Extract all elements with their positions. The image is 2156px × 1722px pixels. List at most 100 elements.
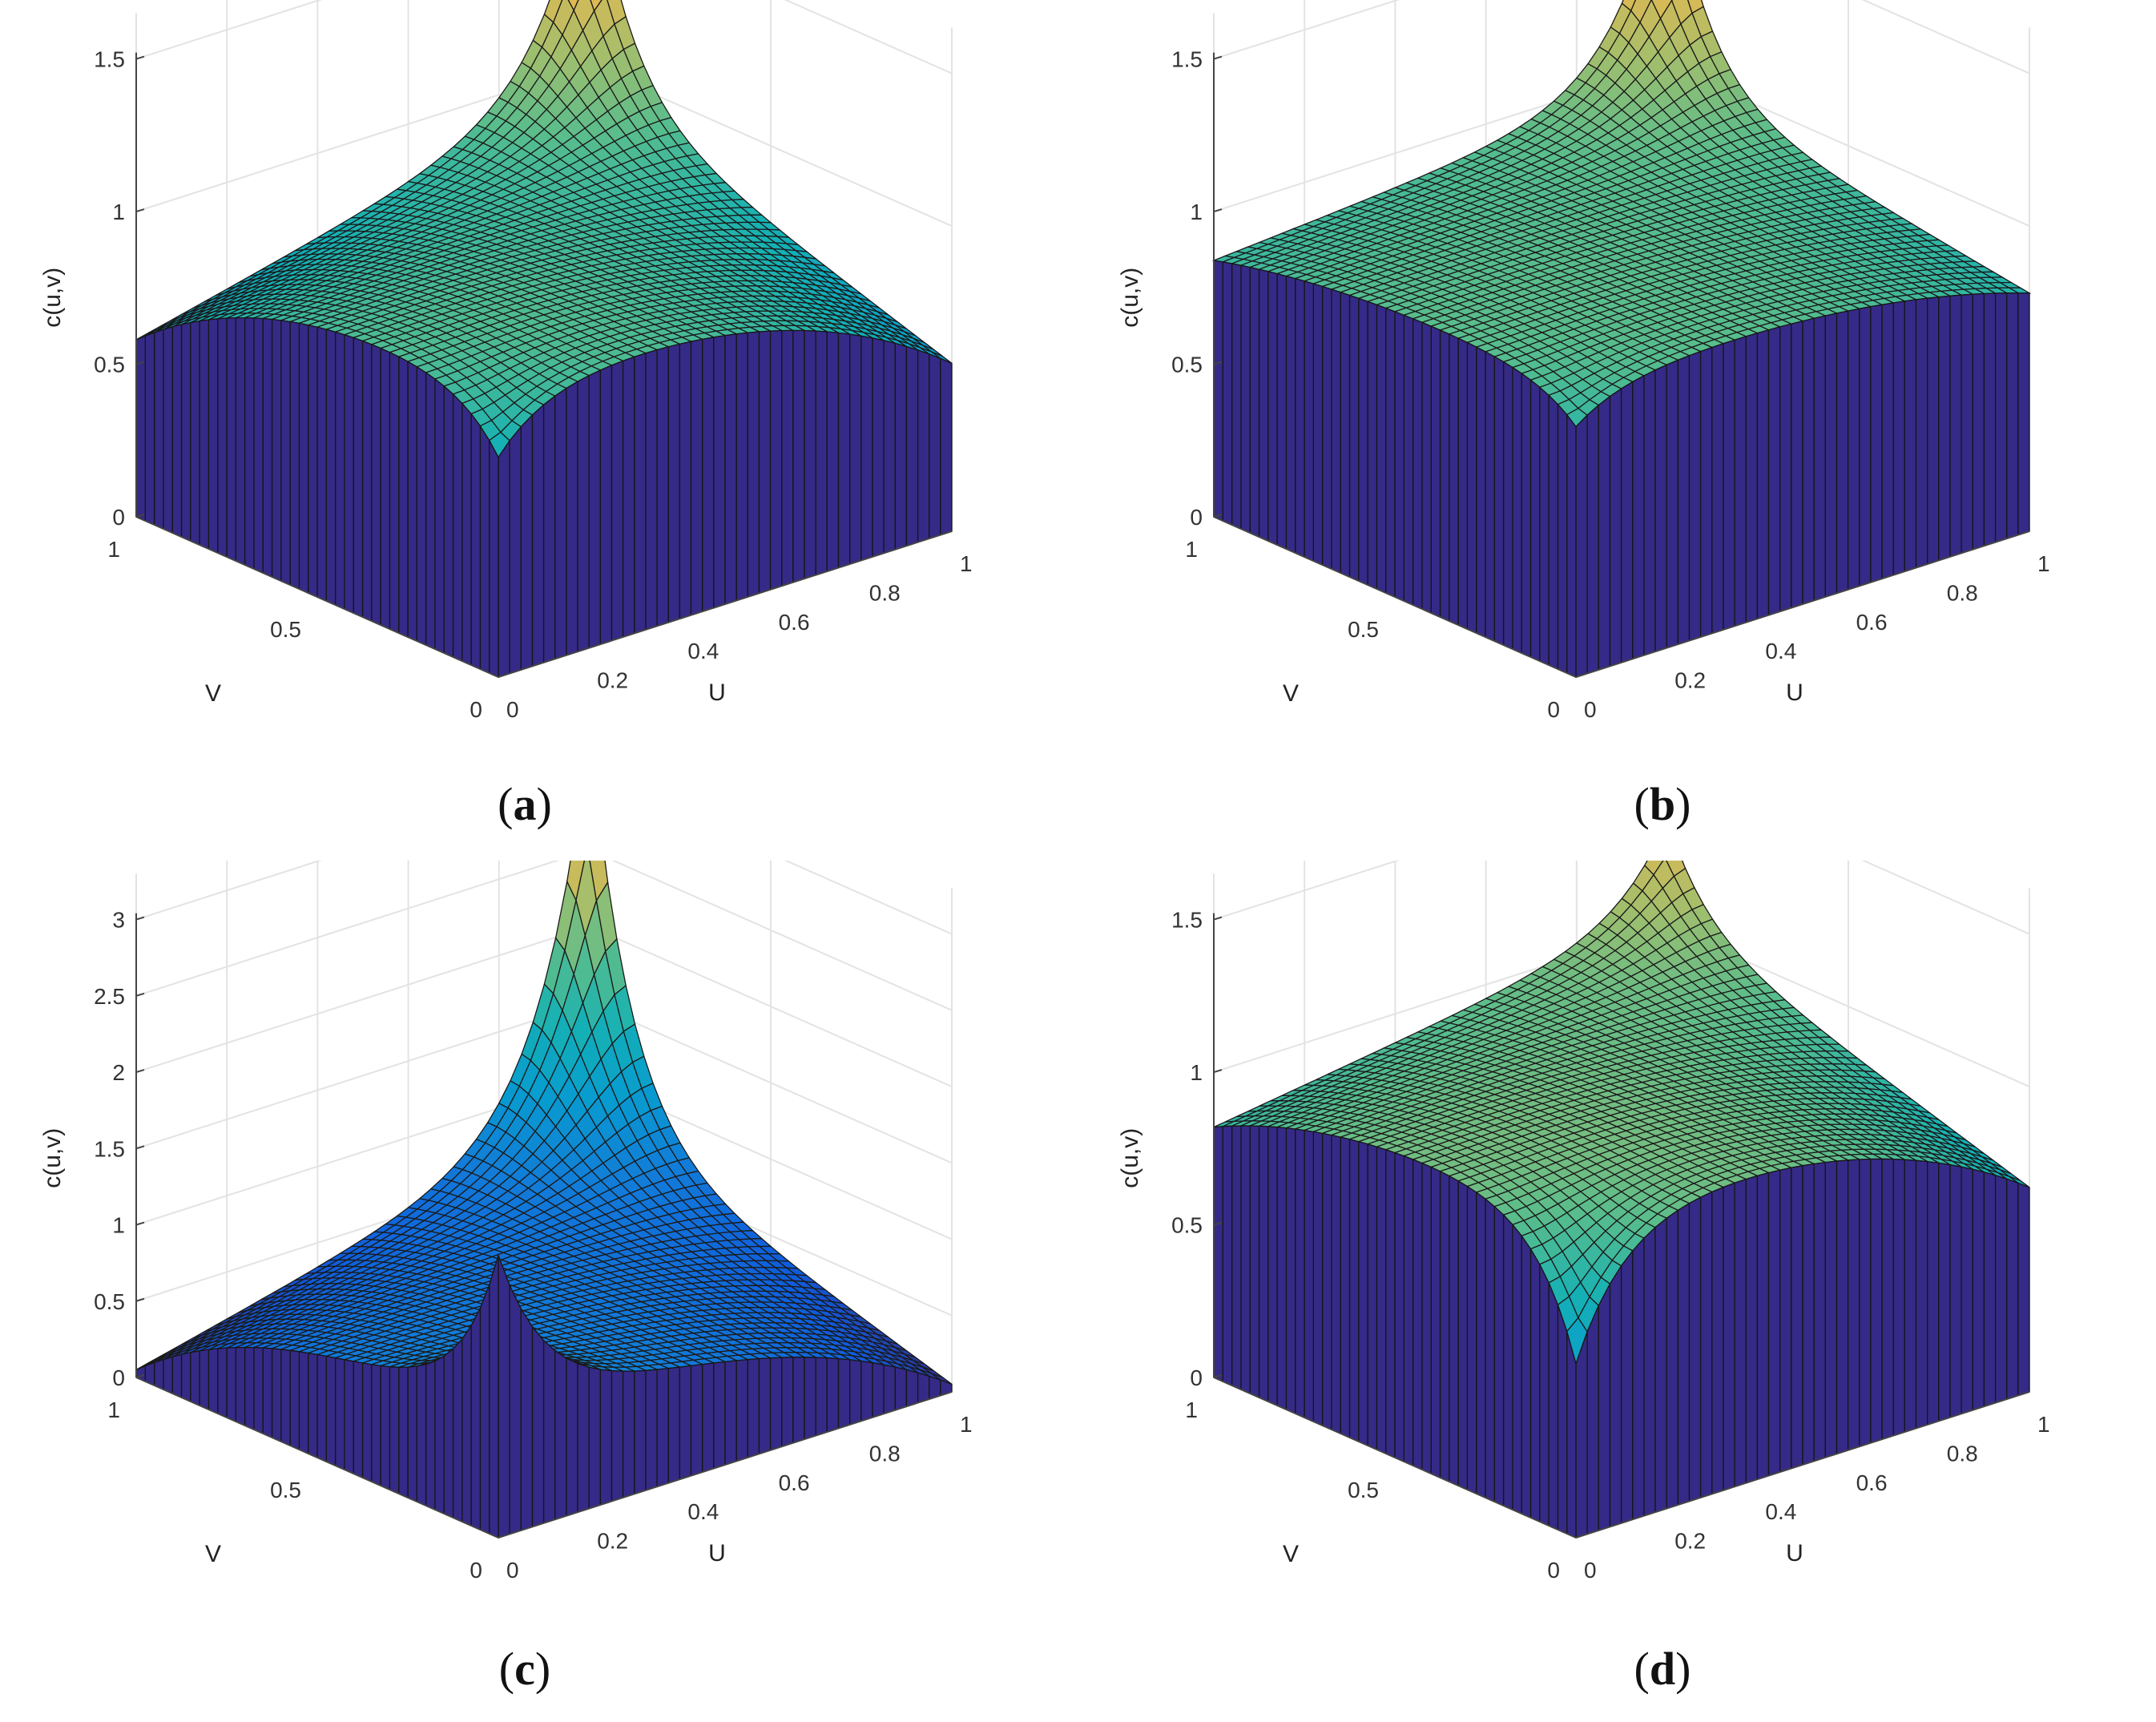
v-tick-label: 0 [469, 697, 482, 722]
wall-strip [1711, 342, 1724, 635]
wall-strip [271, 318, 282, 582]
wall-strip [1340, 291, 1351, 578]
wall-strip [1502, 361, 1513, 650]
caption-a: (a) [498, 778, 552, 830]
wall-strip [1824, 313, 1838, 598]
u-axis-line [498, 530, 953, 678]
wall-strip [667, 343, 681, 623]
panel-c: 0 0.5 1 1.5 2 2.5 3 0 0.2 0.4 0.6 0.8 1 0 0.5 1 c(u,v) U V… [0, 861, 1078, 1721]
wall-strip [1983, 292, 1997, 547]
wall-strip [180, 321, 191, 542]
wall-strip [316, 326, 327, 602]
v-tick-label: 1 [1185, 537, 1198, 562]
wall-strip [1881, 302, 1894, 579]
wall-strip [1688, 350, 1702, 642]
v-tick-label: 0 [1547, 697, 1560, 722]
wall-strip [1412, 317, 1423, 610]
wall-strip [1457, 337, 1469, 630]
wall-strip [1779, 323, 1792, 612]
wall-strip [407, 361, 417, 642]
wall-strip [905, 345, 919, 547]
wall-strip [1367, 300, 1378, 590]
z-tick-mark [135, 55, 145, 60]
z-tick-mark [1213, 208, 1223, 213]
wall-strip [860, 335, 873, 562]
v-axis-line [1213, 516, 1577, 678]
wall-strip [611, 360, 624, 642]
wall-strip [1972, 292, 1985, 550]
wall-strip [425, 371, 436, 650]
wall-strip [792, 329, 805, 583]
wall-strip [308, 324, 318, 598]
wall-strip [1802, 317, 1815, 605]
v-tick-label: 0.5 [1348, 617, 1379, 642]
wall-strip [1249, 266, 1260, 538]
wall-strip [1430, 325, 1441, 618]
wall-strip [826, 331, 840, 572]
wall-strip [171, 324, 183, 538]
wall-strip [1439, 329, 1450, 622]
wall-strip [1813, 315, 1826, 602]
wall-strip [1529, 378, 1541, 662]
wall-strip [208, 318, 219, 554]
wall-strip [1575, 413, 1588, 678]
wall-strip [244, 317, 255, 570]
wall-strip [1267, 270, 1278, 546]
z-tick-label: 0 [112, 505, 125, 530]
wall-strip [1994, 292, 2008, 543]
u-tick-label: 0.4 [1765, 639, 1796, 663]
wall-strip [452, 393, 463, 662]
wall-strip [1927, 296, 1940, 565]
wall-strip [1376, 304, 1387, 594]
grid-line [135, 0, 953, 75]
wall-strip [781, 329, 794, 587]
u-axis-line [1575, 530, 2030, 678]
z-tick-mark [1213, 514, 1223, 518]
wall-strip [1321, 285, 1332, 570]
wall-strip [1870, 304, 1883, 583]
u-axis-label: U [708, 680, 726, 706]
wall-strip [1403, 314, 1414, 606]
wall-strip [735, 332, 748, 602]
wall-strip [1915, 297, 1928, 569]
u-tick-label: 1 [2037, 551, 2050, 576]
u-tick-label: 1 [960, 551, 973, 576]
wall-strip [1566, 413, 1577, 678]
surface [135, 861, 953, 1385]
wall-strip [1421, 321, 1432, 614]
wall-strip [443, 385, 454, 658]
z-tick-label: 0.5 [1171, 353, 1203, 377]
wall-strip [1539, 385, 1549, 666]
surface-cell [567, 0, 579, 12]
wall-strip [1677, 354, 1691, 645]
side-walls [1213, 260, 2030, 678]
wall-strip [1734, 336, 1747, 627]
wall-strip [1836, 310, 1849, 595]
wall-strip [656, 345, 669, 627]
wall-strip [724, 333, 737, 605]
wall-strip [1213, 260, 1223, 522]
wall-strip [1449, 333, 1459, 626]
wall-strip [634, 352, 647, 635]
wall-strip [461, 401, 472, 666]
wall-strip [1466, 341, 1477, 634]
wall-strip [1961, 293, 1973, 555]
v-tick-label: 0.5 [270, 617, 301, 642]
v-tick-label: 1 [107, 537, 120, 562]
wall-strip [289, 321, 300, 590]
wall-strip [1276, 272, 1288, 550]
wall-strip [894, 342, 908, 550]
u-tick-label: 0.8 [1947, 580, 1978, 605]
z-tick-mark [135, 361, 145, 365]
wall-strip [917, 349, 930, 543]
z-tick-label: 0.5 [94, 353, 125, 377]
wall-strip [1859, 305, 1872, 587]
u-tick-label: 0.2 [597, 668, 628, 693]
z-tick-label: 0 [1190, 505, 1203, 530]
wall-strip [371, 343, 381, 626]
caption-b: (b) [1634, 778, 1691, 830]
wall-strip [815, 330, 828, 576]
